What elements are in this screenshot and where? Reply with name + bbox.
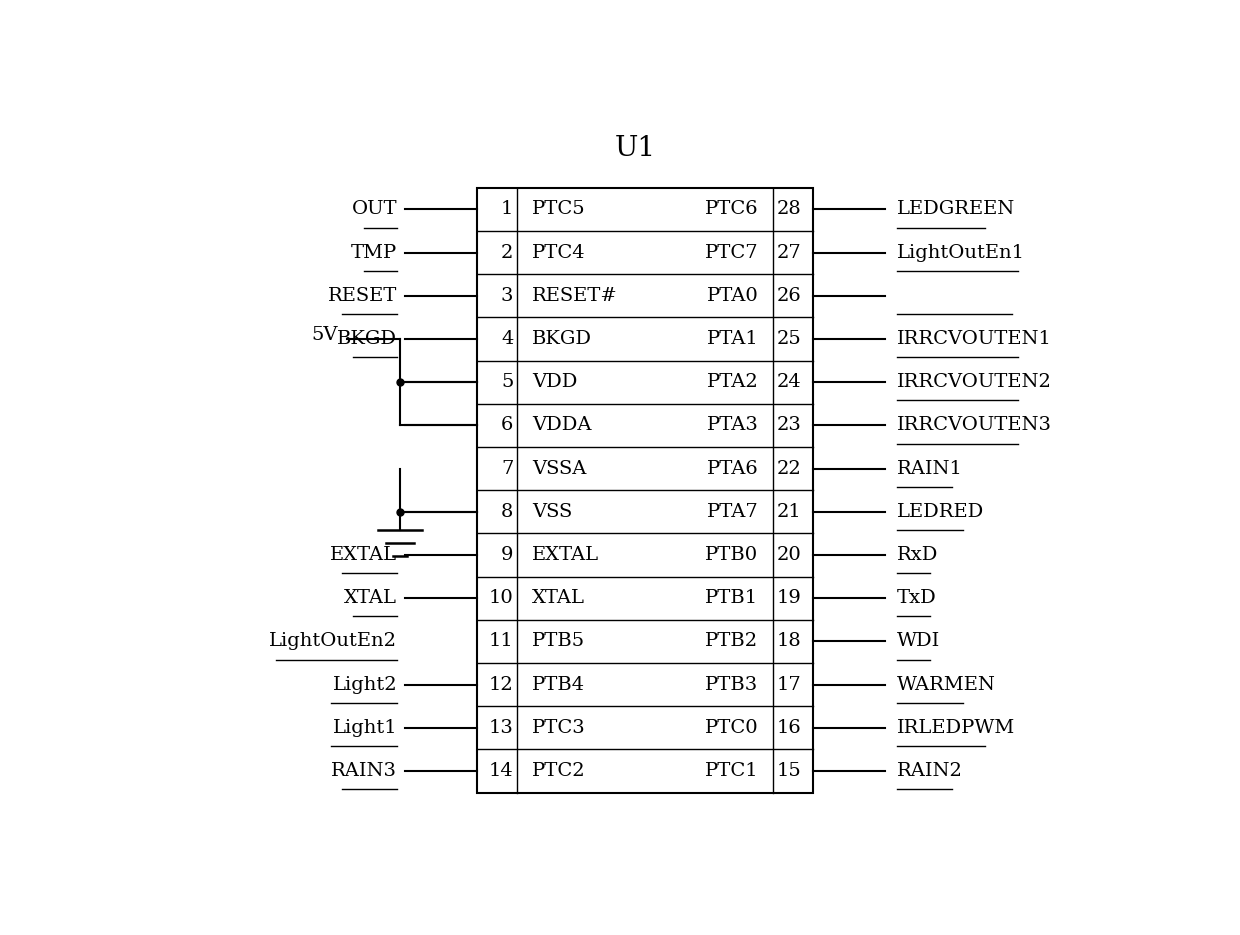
Text: PTA7: PTA7 (707, 503, 759, 521)
Text: 10: 10 (489, 589, 513, 607)
Text: RAIN3: RAIN3 (331, 762, 397, 780)
Text: RxD: RxD (897, 546, 939, 564)
Text: U1: U1 (615, 135, 656, 162)
Text: 28: 28 (776, 200, 801, 219)
Text: IRRCVOUTEN1: IRRCVOUTEN1 (897, 330, 1052, 348)
Text: IRRCVOUTEN2: IRRCVOUTEN2 (897, 373, 1052, 391)
Text: 8: 8 (501, 503, 513, 521)
Text: 11: 11 (489, 632, 513, 651)
Text: PTA6: PTA6 (707, 460, 759, 478)
Text: 25: 25 (776, 330, 801, 348)
Text: 12: 12 (489, 676, 513, 694)
Text: VSSA: VSSA (532, 460, 587, 478)
Text: OUT: OUT (352, 200, 397, 219)
Text: PTC7: PTC7 (704, 244, 759, 262)
Text: IRLEDPWM: IRLEDPWM (897, 719, 1016, 737)
Text: WARMEN: WARMEN (897, 676, 996, 694)
Text: 4: 4 (501, 330, 513, 348)
Text: 17: 17 (776, 676, 801, 694)
Text: LEDGREEN: LEDGREEN (897, 200, 1016, 219)
Text: TxD: TxD (897, 589, 936, 607)
Text: RAIN1: RAIN1 (897, 460, 962, 478)
Text: PTB2: PTB2 (706, 632, 759, 651)
Text: RESET: RESET (327, 287, 397, 305)
Text: 16: 16 (776, 719, 801, 737)
Text: XTAL: XTAL (345, 589, 397, 607)
Text: Light2: Light2 (332, 676, 397, 694)
Text: PTC5: PTC5 (532, 200, 585, 219)
Text: LightOutEn1: LightOutEn1 (897, 244, 1025, 262)
Text: Light1: Light1 (332, 719, 397, 737)
Text: PTB1: PTB1 (706, 589, 759, 607)
Text: XTAL: XTAL (532, 589, 585, 607)
Text: 9: 9 (501, 546, 513, 564)
Text: 19: 19 (776, 589, 801, 607)
Text: RESET#: RESET# (532, 287, 618, 305)
Text: 23: 23 (776, 416, 801, 435)
Text: PTC3: PTC3 (532, 719, 585, 737)
Text: 6: 6 (501, 416, 513, 435)
Text: TMP: TMP (351, 244, 397, 262)
Text: 5: 5 (501, 373, 513, 391)
Text: 3: 3 (501, 287, 513, 305)
Text: BKGD: BKGD (532, 330, 591, 348)
Text: 1: 1 (501, 200, 513, 219)
Text: 18: 18 (776, 632, 801, 651)
Text: 22: 22 (776, 460, 801, 478)
Text: PTA3: PTA3 (707, 416, 759, 435)
Text: PTB4: PTB4 (532, 676, 585, 694)
Text: PTC1: PTC1 (704, 762, 759, 780)
Text: WDI: WDI (897, 632, 940, 651)
Text: PTC4: PTC4 (532, 244, 585, 262)
Text: LightOutEn2: LightOutEn2 (269, 632, 397, 651)
Text: PTB0: PTB0 (706, 546, 759, 564)
Text: 21: 21 (776, 503, 801, 521)
Text: PTA0: PTA0 (707, 287, 759, 305)
Text: PTC2: PTC2 (532, 762, 585, 780)
Text: PTC0: PTC0 (704, 719, 759, 737)
Text: EXTAL: EXTAL (532, 546, 599, 564)
Text: RAIN2: RAIN2 (897, 762, 962, 780)
Text: 15: 15 (776, 762, 801, 780)
Text: 7: 7 (501, 460, 513, 478)
Text: VDDA: VDDA (532, 416, 591, 435)
Text: 26: 26 (776, 287, 801, 305)
Text: 27: 27 (776, 244, 801, 262)
Text: LEDRED: LEDRED (897, 503, 985, 521)
Text: BKGD: BKGD (337, 330, 397, 348)
Text: PTC6: PTC6 (704, 200, 759, 219)
Text: 24: 24 (776, 373, 801, 391)
Bar (477, 188, 813, 793)
Text: PTB3: PTB3 (706, 676, 759, 694)
Text: 2: 2 (501, 244, 513, 262)
Text: VDD: VDD (532, 373, 577, 391)
Text: 13: 13 (489, 719, 513, 737)
Text: VSS: VSS (532, 503, 572, 521)
Text: PTA1: PTA1 (707, 330, 759, 348)
Text: 14: 14 (489, 762, 513, 780)
Text: PTA2: PTA2 (707, 373, 759, 391)
Text: EXTAL: EXTAL (330, 546, 397, 564)
Text: PTB5: PTB5 (532, 632, 585, 651)
Text: 20: 20 (776, 546, 801, 564)
Text: IRRCVOUTEN3: IRRCVOUTEN3 (897, 416, 1052, 435)
Text: 5V: 5V (311, 326, 337, 344)
